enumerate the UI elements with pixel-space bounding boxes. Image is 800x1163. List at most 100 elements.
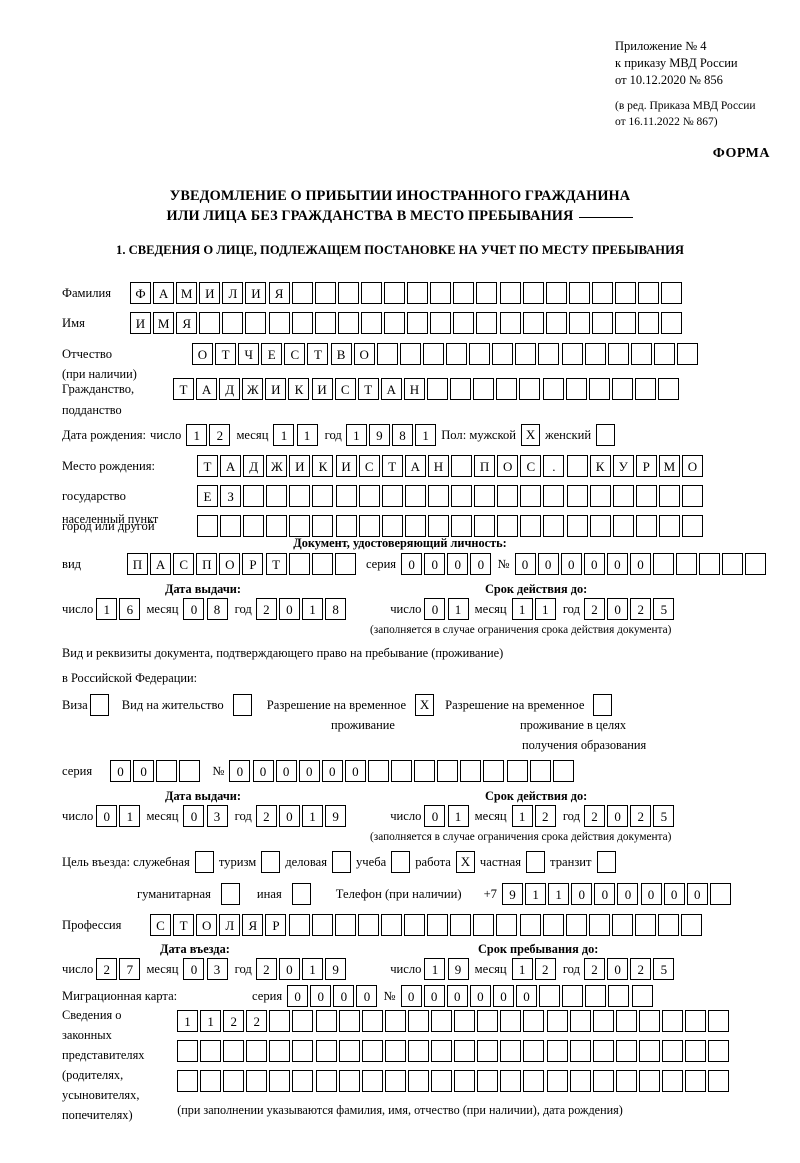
char-box[interactable] (614, 282, 636, 304)
char-box[interactable] (542, 378, 564, 400)
char-box[interactable] (638, 312, 660, 334)
char-box[interactable]: 2 (96, 958, 118, 980)
char-box[interactable] (497, 485, 519, 507)
checkbox-temp-residence[interactable]: X (415, 694, 435, 716)
char-box[interactable] (546, 1040, 568, 1062)
char-box[interactable] (552, 760, 574, 782)
char-box[interactable]: 9 (501, 883, 523, 905)
char-box[interactable] (708, 1010, 730, 1032)
char-box[interactable] (289, 515, 311, 537)
checkbox-official[interactable] (194, 851, 214, 873)
char-box[interactable] (177, 1070, 198, 1092)
char-box[interactable] (334, 914, 356, 936)
char-box[interactable]: 0 (344, 760, 366, 782)
char-box[interactable]: Р (635, 455, 657, 477)
char-box[interactable]: 2 (584, 805, 606, 827)
char-box[interactable]: Л (219, 914, 241, 936)
char-box[interactable] (588, 914, 610, 936)
char-box[interactable]: 0 (607, 805, 629, 827)
char-box[interactable] (661, 1070, 683, 1092)
char-box[interactable] (269, 1040, 291, 1062)
char-box[interactable] (315, 1010, 337, 1032)
char-box[interactable] (708, 1070, 730, 1092)
char-box[interactable] (454, 1070, 476, 1092)
char-box[interactable] (414, 760, 436, 782)
char-box[interactable] (243, 515, 265, 537)
char-box[interactable]: О (196, 914, 218, 936)
checkbox-female[interactable] (596, 424, 616, 446)
char-box[interactable]: О (497, 455, 519, 477)
char-box[interactable] (450, 378, 472, 400)
char-box[interactable]: 0 (278, 958, 300, 980)
char-box[interactable] (685, 1070, 707, 1092)
char-box[interactable]: 0 (183, 598, 205, 620)
char-box[interactable]: А (153, 282, 175, 304)
char-box[interactable] (542, 914, 564, 936)
char-box[interactable]: 0 (537, 553, 559, 575)
char-box[interactable] (699, 553, 721, 575)
checkbox-private[interactable] (526, 851, 546, 873)
char-box[interactable]: 0 (594, 883, 616, 905)
char-box[interactable]: 8 (392, 424, 414, 446)
char-box[interactable]: Т (307, 343, 329, 365)
char-box[interactable] (520, 515, 542, 537)
char-box[interactable]: М (176, 282, 198, 304)
char-box[interactable]: 0 (96, 805, 118, 827)
char-box[interactable]: П (196, 553, 218, 575)
char-box[interactable]: С (334, 378, 356, 400)
char-box[interactable]: И (245, 282, 267, 304)
checkbox-other-purpose[interactable] (291, 883, 311, 905)
char-box[interactable] (334, 553, 356, 575)
char-box[interactable]: 1 (273, 424, 295, 446)
char-box[interactable] (591, 282, 613, 304)
char-box[interactable] (653, 343, 675, 365)
char-box[interactable] (519, 378, 541, 400)
char-box[interactable] (266, 515, 288, 537)
char-box[interactable] (681, 515, 703, 537)
char-box[interactable] (454, 1040, 476, 1062)
char-box[interactable] (446, 343, 468, 365)
char-box[interactable] (539, 985, 561, 1007)
char-box[interactable] (562, 985, 584, 1007)
char-box[interactable]: 0 (424, 805, 446, 827)
char-box[interactable]: . (543, 455, 565, 477)
char-box[interactable]: Р (242, 553, 264, 575)
char-box[interactable] (358, 515, 380, 537)
checkbox-residence-permit[interactable] (232, 694, 252, 716)
checkbox-humanitarian[interactable] (220, 883, 240, 905)
char-box[interactable] (546, 1070, 568, 1092)
char-box[interactable]: 0 (298, 760, 320, 782)
char-box[interactable] (469, 343, 491, 365)
char-box[interactable] (381, 485, 403, 507)
char-box[interactable] (592, 1070, 614, 1092)
char-box[interactable]: П (474, 455, 496, 477)
char-box[interactable]: 1 (511, 805, 533, 827)
char-box[interactable] (384, 282, 406, 304)
char-box[interactable]: Т (381, 455, 403, 477)
char-box[interactable]: Ф (130, 282, 151, 304)
char-box[interactable]: 0 (183, 958, 205, 980)
checkbox-visa[interactable] (89, 694, 109, 716)
char-box[interactable]: 0 (278, 805, 300, 827)
char-box[interactable]: 1 (302, 598, 324, 620)
char-box[interactable]: С (358, 455, 380, 477)
char-box[interactable] (427, 378, 449, 400)
char-box[interactable] (635, 485, 657, 507)
char-box[interactable]: 8 (325, 598, 347, 620)
char-box[interactable] (492, 343, 514, 365)
char-box[interactable] (631, 985, 653, 1007)
char-box[interactable]: 0 (424, 553, 446, 575)
char-box[interactable]: Е (197, 485, 218, 507)
char-box[interactable] (685, 1010, 707, 1032)
char-box[interactable]: Н (427, 455, 449, 477)
checkbox-study[interactable] (391, 851, 411, 873)
char-box[interactable] (451, 485, 473, 507)
